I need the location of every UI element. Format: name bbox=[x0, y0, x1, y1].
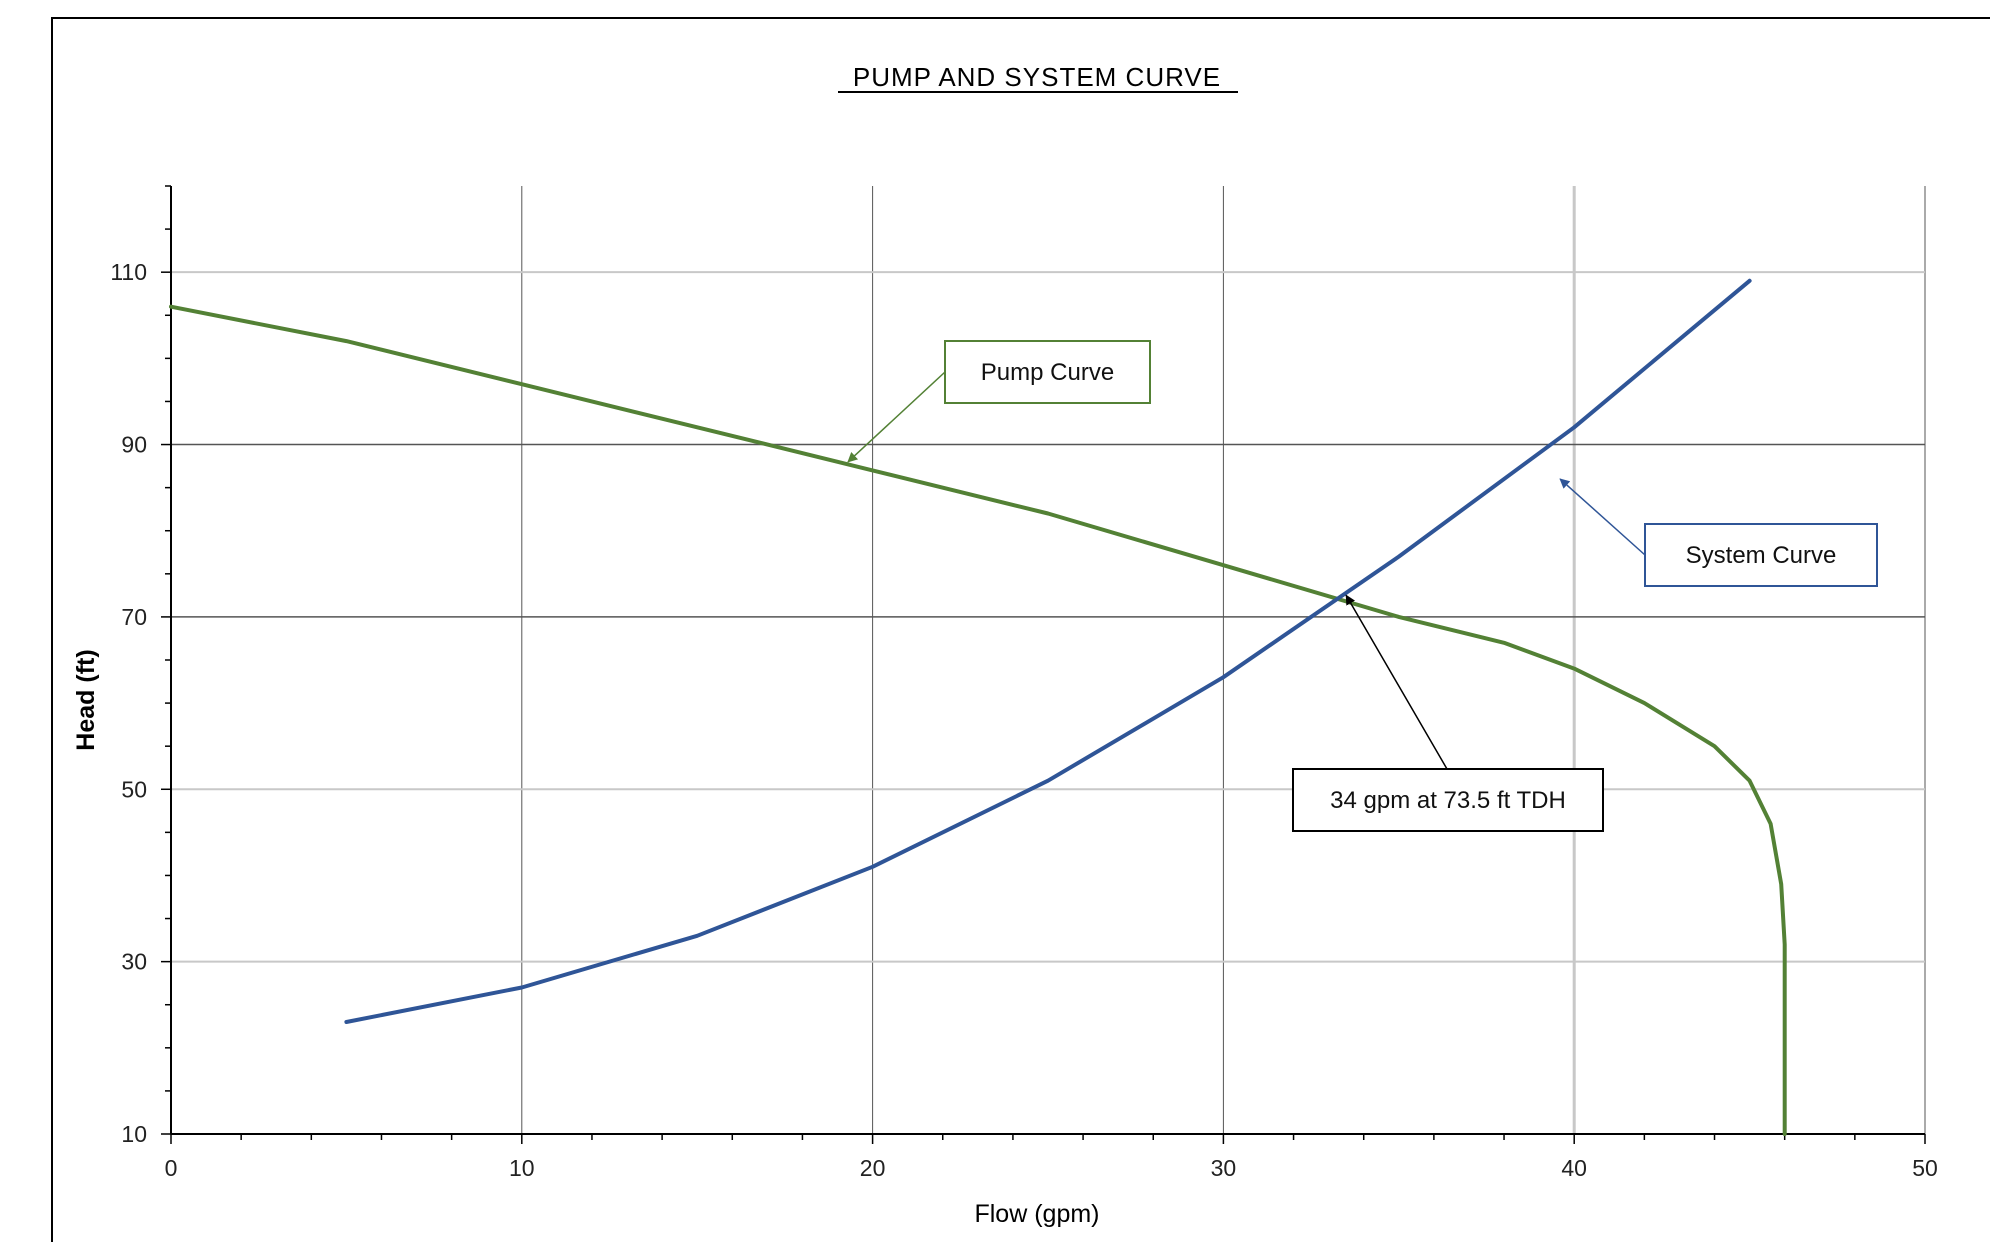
y-tick-label: 70 bbox=[121, 604, 147, 630]
callout-box-1 bbox=[944, 340, 1151, 404]
callout-box-2 bbox=[1644, 523, 1878, 587]
callout-label-2: System Curve bbox=[1686, 542, 1837, 569]
y-tick-label: 50 bbox=[121, 776, 147, 802]
x-tick-label: 40 bbox=[1561, 1155, 1587, 1181]
callout-label-3: 34 gpm at 73.5 ft TDH bbox=[1330, 787, 1566, 814]
x-tick-label: 10 bbox=[509, 1155, 535, 1181]
callout-arrow-2 bbox=[1559, 478, 1646, 556]
callouts: Pump Curve System Curve 34 gpm at 73.5 ft … bbox=[847, 340, 1878, 832]
callout-box-3 bbox=[1292, 768, 1604, 832]
sheet-border bbox=[51, 17, 1990, 1242]
y-tick-label: 10 bbox=[121, 1121, 147, 1147]
y-tick-label: 110 bbox=[110, 259, 147, 285]
y-axis-label: Head (ft) bbox=[72, 649, 100, 750]
x-tick-label: 50 bbox=[1912, 1155, 1938, 1181]
x-tick-label: 30 bbox=[1211, 1155, 1237, 1181]
callout-label-1: Pump Curve bbox=[981, 359, 1114, 386]
series-line-2 bbox=[344, 278, 1752, 1024]
x-axis-label: Flow (gpm) bbox=[974, 1200, 1099, 1228]
tick-labels: 0 10 20 30 40 50 10 30 50 70 90 110 bbox=[110, 259, 1937, 1181]
x-tick-label: 20 bbox=[860, 1155, 886, 1181]
axes bbox=[161, 185, 1926, 1144]
series-lines bbox=[169, 278, 1787, 1136]
gridlines bbox=[171, 186, 1926, 1134]
y-tick-label: 30 bbox=[121, 949, 147, 975]
callout-arrow-3 bbox=[1345, 594, 1448, 770]
chart-title: PUMP AND SYSTEM CURVE bbox=[853, 62, 1221, 92]
x-tick-label: 0 bbox=[165, 1155, 178, 1181]
callout-arrow-1 bbox=[847, 371, 946, 463]
series-line-1 bbox=[169, 304, 1787, 1136]
y-tick-label: 90 bbox=[121, 432, 147, 458]
